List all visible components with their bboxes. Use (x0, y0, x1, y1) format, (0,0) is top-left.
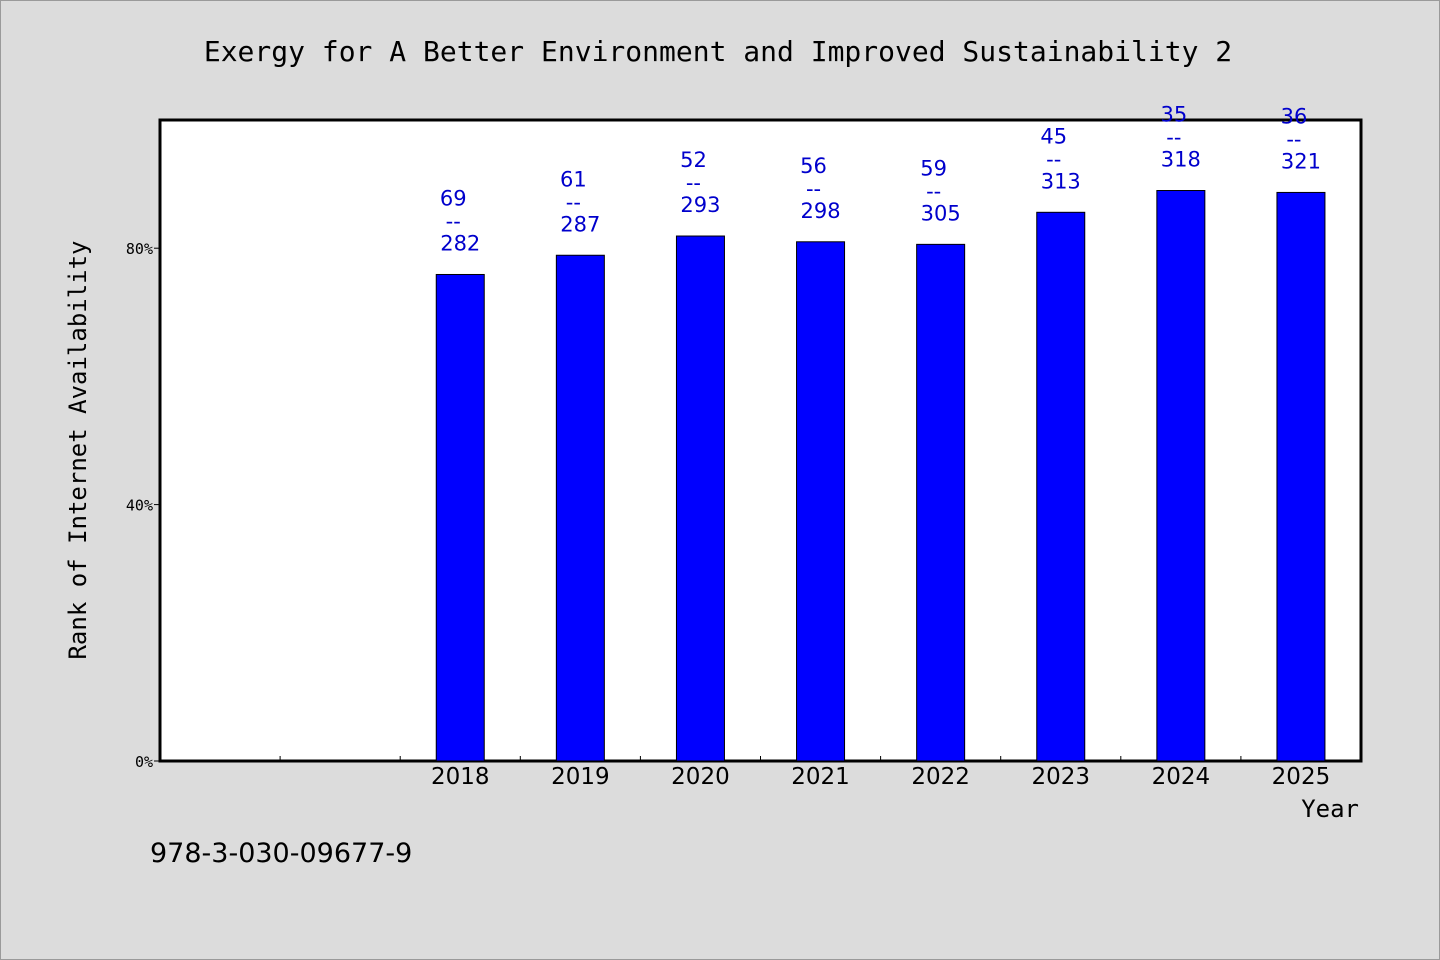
x-axis-title: Year (1301, 795, 1359, 823)
data-label: -- (446, 209, 461, 233)
bar-2025 (1276, 191, 1326, 762)
bar-2020 (675, 235, 725, 762)
data-label: 305 (921, 201, 961, 225)
data-label: 36 (1281, 104, 1308, 128)
x-tick-label: 2019 (551, 764, 610, 790)
data-label: 52 (680, 148, 707, 172)
x-tick-label: 2024 (1152, 764, 1211, 790)
y-axis-ticks: 0% 40% 80% (126, 240, 160, 771)
bars-group (435, 190, 1326, 762)
bar-2023 (1036, 211, 1086, 762)
bar-2022 (916, 243, 966, 762)
data-label: -- (926, 179, 941, 203)
isbn-text: 978-3-030-09677-9 (150, 838, 412, 869)
data-label: -- (1286, 127, 1301, 151)
bar-2018 (435, 273, 485, 762)
data-label: 35 (1160, 103, 1187, 127)
x-tick-label: 2025 (1272, 764, 1331, 790)
data-label: 293 (680, 193, 720, 217)
data-labels-group: 69--28261--28752--29356--29859--30545--3… (440, 103, 1321, 256)
data-label: 318 (1161, 148, 1201, 172)
chart-title: Exergy for A Better Environment and Impr… (204, 35, 1232, 68)
bar-2021 (796, 241, 846, 762)
data-label: 287 (560, 212, 600, 236)
data-label: 56 (800, 154, 827, 178)
x-tick-label: 2018 (431, 764, 490, 790)
data-label: -- (1046, 147, 1061, 171)
bar-2024 (1156, 190, 1206, 762)
data-label: -- (1166, 126, 1181, 150)
y-axis-title: Rank of Internet Availability (64, 240, 92, 659)
data-label: 282 (440, 231, 480, 255)
y-tick-label: 0% (135, 753, 153, 771)
data-label: -- (806, 177, 821, 201)
y-tick-label: 80% (126, 240, 153, 258)
data-label: -- (566, 190, 581, 214)
x-axis-ticks: 2018 2019 2020 2021 2022 2023 2024 2025 (279, 756, 1331, 790)
bar-2019 (555, 254, 605, 762)
data-label: -- (686, 171, 701, 195)
data-label: 59 (920, 156, 947, 180)
data-label: 61 (560, 167, 587, 191)
x-tick-label: 2023 (1031, 764, 1090, 790)
y-tick-label: 40% (126, 497, 153, 515)
data-label: 313 (1041, 169, 1081, 193)
data-label: 321 (1281, 149, 1321, 173)
x-tick-label: 2020 (671, 764, 730, 790)
data-label: 298 (801, 199, 841, 223)
x-tick-label: 2021 (791, 764, 850, 790)
x-tick-label: 2022 (911, 764, 970, 790)
data-label: 69 (440, 186, 467, 210)
data-label: 45 (1040, 124, 1067, 148)
